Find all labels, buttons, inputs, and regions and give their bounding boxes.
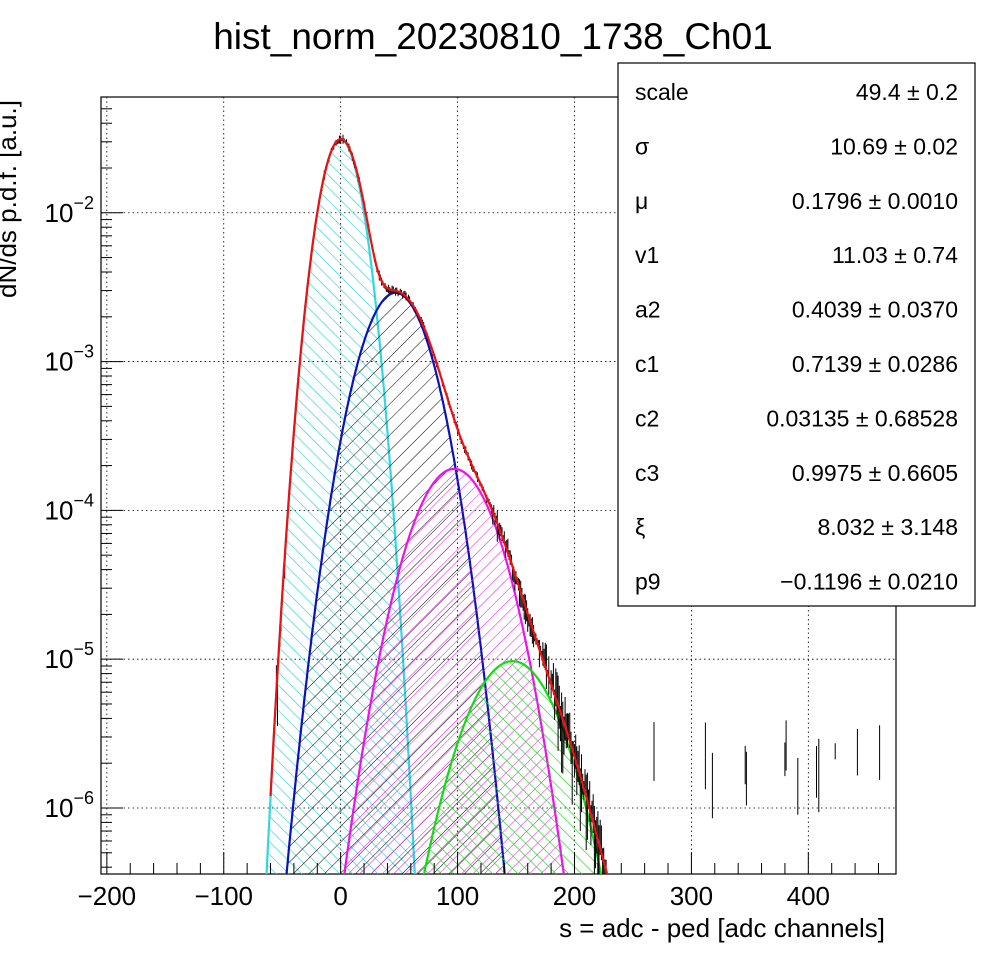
total-fit-line <box>269 138 609 874</box>
x-axis: −200 −100 0 100 200 300 400 <box>78 852 879 911</box>
y-tick-base: 10 <box>45 495 74 525</box>
component-curve-pe2 <box>343 467 565 874</box>
x-tick-label: 200 <box>553 881 596 911</box>
y-tick-base: 10 <box>45 198 74 228</box>
stats-value-8: 8.032 ± 3.148 <box>817 514 958 540</box>
stats-label-2: μ <box>635 188 648 214</box>
y-tick-exponent: −5 <box>73 639 94 659</box>
stats-label-9: p9 <box>635 569 661 595</box>
stats-value-3: 11.03 ± 0.74 <box>832 242 958 268</box>
x-tick-label: −200 <box>78 881 137 911</box>
stats-label-6: c2 <box>635 405 659 431</box>
stats-label-4: a2 <box>635 297 661 323</box>
total-fit-curve <box>269 138 609 874</box>
y-tick-exponent: −2 <box>73 193 94 213</box>
chart-title: hist_norm_20230810_1738_Ch01 <box>213 16 773 57</box>
y-tick-base: 10 <box>45 644 74 674</box>
stats-label-7: c3 <box>635 460 659 486</box>
stats-label-0: scale <box>635 79 689 105</box>
stats-value-4: 0.4039 ± 0.0370 <box>792 297 958 323</box>
y-tick-label: 10−4 <box>45 490 94 525</box>
stats-value-0: 49.4 ± 0.2 <box>856 79 958 105</box>
x-tick-label: 300 <box>670 881 713 911</box>
stats-value-2: 0.1796 ± 0.0010 <box>792 188 958 214</box>
stats-value-9: −0.1196 ± 0.0210 <box>780 569 958 595</box>
stats-label-5: c1 <box>635 351 659 377</box>
stats-value-5: 0.7139 ± 0.0286 <box>792 351 958 377</box>
component-curve-pe3 <box>422 659 603 874</box>
y-tick-label: 10−6 <box>45 788 94 823</box>
stats-label-1: σ <box>635 133 649 159</box>
y-axis: 10−210−310−410−510−6 <box>45 96 123 868</box>
stats-label-8: ξ <box>635 514 645 540</box>
y-tick-label: 10−3 <box>45 342 94 377</box>
y-tick-base: 10 <box>45 347 74 377</box>
x-tick-label: 400 <box>787 881 830 911</box>
fit-components <box>265 138 604 874</box>
stats-value-7: 0.9975 ± 0.6605 <box>792 460 958 486</box>
stats-box-frame <box>617 62 976 607</box>
y-tick-label: 10−5 <box>45 639 94 674</box>
x-axis-label: s = adc - ped [adc channels] <box>559 913 885 943</box>
y-tick-exponent: −4 <box>73 490 94 510</box>
component-fill-pe3 <box>421 661 604 874</box>
y-tick-exponent: −6 <box>73 788 94 808</box>
fit-stats-legend: scale 49.4 ± 0.2 σ 10.69 ± 0.02 μ 0.1796 ± 0.… <box>617 62 976 607</box>
y-tick-base: 10 <box>45 793 74 823</box>
y-tick-exponent: −3 <box>73 342 94 362</box>
stats-value-1: 10.69 ± 0.02 <box>830 133 958 159</box>
stats-label-3: v1 <box>635 242 659 268</box>
x-tick-label: 0 <box>333 881 347 911</box>
x-tick-label: −100 <box>194 881 253 911</box>
x-tick-label: 100 <box>436 881 479 911</box>
stats-value-6: 0.03135 ± 0.68528 <box>766 405 958 431</box>
y-tick-label: 10−2 <box>45 193 94 228</box>
y-axis-label: dN/ds p.d.f. [a.u.] <box>0 100 22 298</box>
